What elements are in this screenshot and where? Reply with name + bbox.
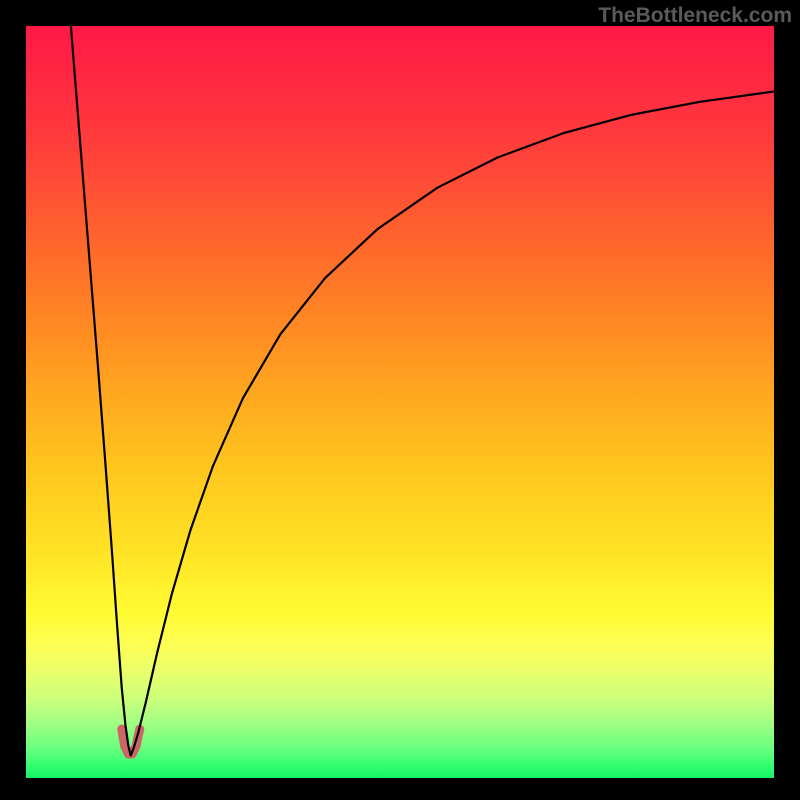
trough-marker [122,729,140,754]
attribution-text: TheBottleneck.com [598,4,792,28]
bottleneck-curve [71,26,774,755]
chart-container: TheBottleneck.com [0,0,800,800]
curve-svg [26,26,774,778]
plot-area [26,26,774,778]
